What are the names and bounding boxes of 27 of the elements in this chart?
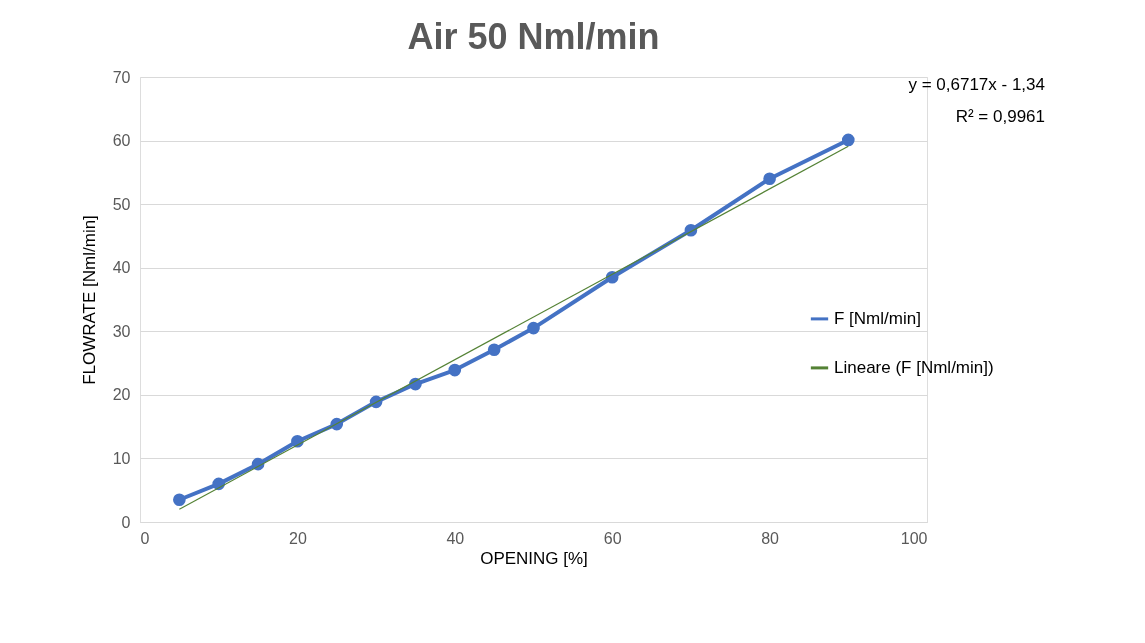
y-tick-label: 20: [112, 386, 131, 404]
point: [448, 363, 462, 377]
x-tick-label: 40: [446, 529, 465, 547]
legend-label: F [Nml/min]: [834, 308, 921, 328]
point: [841, 133, 855, 147]
y-tick-label: 40: [112, 259, 131, 277]
y-tick-label: 50: [112, 195, 131, 213]
x-tick-label: 20: [289, 529, 307, 547]
x-axis-title: OPENING [%]: [480, 548, 588, 568]
y-axis-title: FLOWRATE [Nml/min]: [79, 215, 99, 385]
legend-label: Lineare (F [Nml/min]): [834, 357, 994, 377]
y-tick-label: 30: [112, 322, 131, 340]
x-tick-label: 100: [900, 529, 928, 547]
x-tick-label: 60: [603, 529, 622, 547]
annotation: y = 0,6717x - 1,34: [908, 75, 1045, 94]
point: [527, 321, 540, 335]
y-tick-label: 0: [121, 513, 131, 531]
y-tick-label: 70: [112, 68, 131, 86]
x-tick-label: 0: [140, 529, 150, 547]
point: [173, 493, 186, 507]
chart-title: Air 50 Nml/min: [407, 16, 660, 57]
y-tick-label: 10: [112, 449, 131, 467]
text: R² = 0,9961: [955, 107, 1045, 126]
x-tick-label: 80: [761, 529, 780, 547]
point: [763, 172, 776, 186]
y-tick-label: 60: [112, 132, 131, 150]
point: [487, 343, 501, 357]
